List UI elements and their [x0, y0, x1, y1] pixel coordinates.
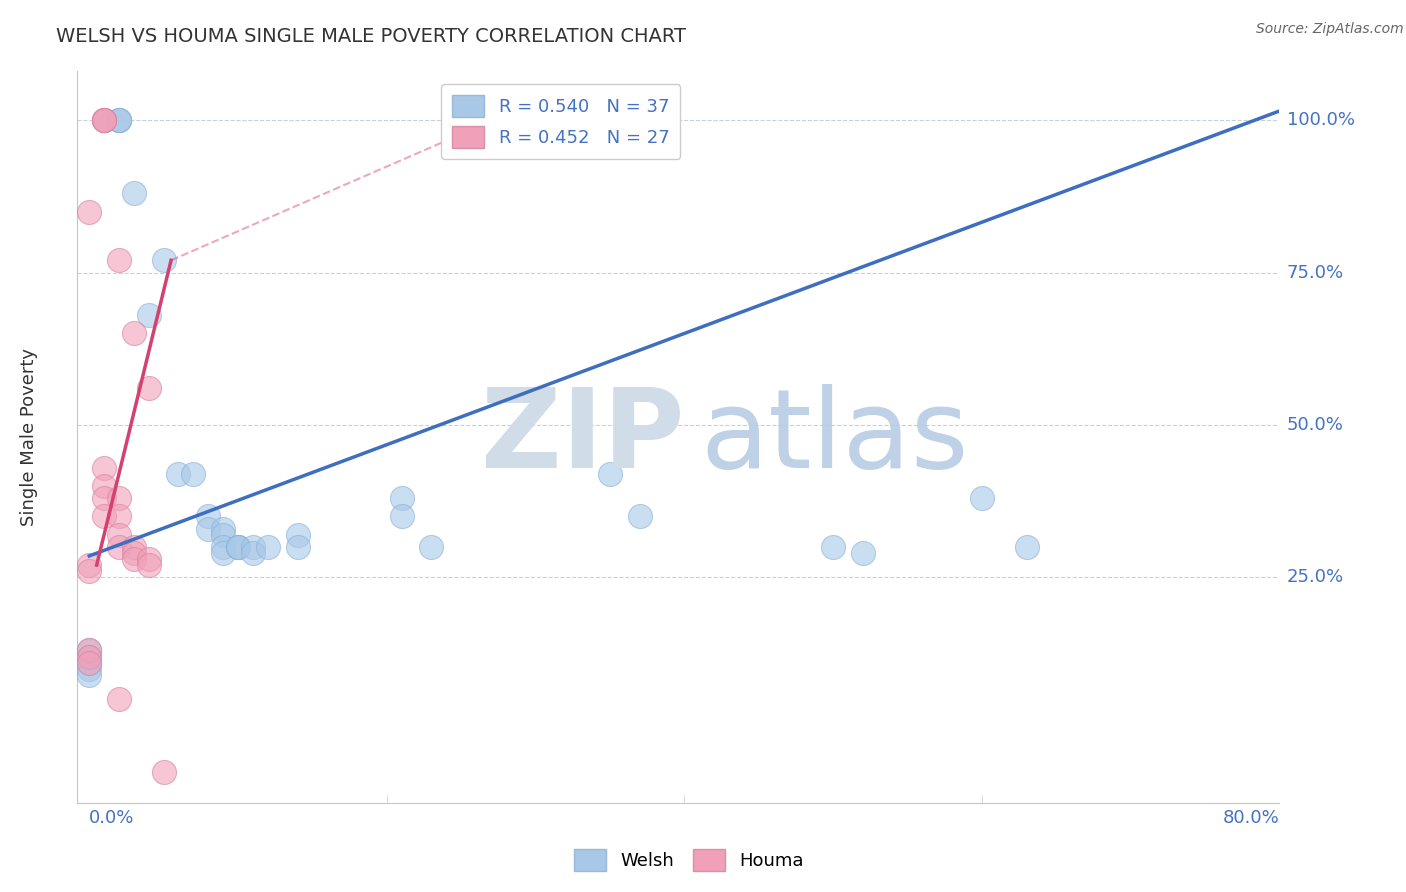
Point [256, 540, 278, 554]
Point [138, 381, 160, 395]
Text: Source: ZipAtlas.com: Source: ZipAtlas.com [1256, 22, 1403, 37]
Point [93, 509, 115, 524]
Point [226, 540, 249, 554]
Point [122, 326, 145, 341]
Point [108, 540, 131, 554]
Point [167, 467, 190, 481]
Point [93, 460, 115, 475]
Point [628, 509, 651, 524]
Point [183, 467, 205, 481]
Point [108, 113, 131, 128]
Point [77, 656, 100, 670]
Text: 100.0%: 100.0% [1286, 112, 1355, 129]
Text: 50.0%: 50.0% [1286, 416, 1344, 434]
Point [77, 204, 100, 219]
Text: ZIP: ZIP [481, 384, 683, 491]
Point [93, 113, 115, 128]
Point [226, 540, 249, 554]
Point [1015, 540, 1038, 554]
Point [93, 479, 115, 493]
Point [93, 113, 115, 128]
Point [138, 552, 160, 566]
Point [93, 491, 115, 505]
Point [122, 552, 145, 566]
Point [108, 509, 131, 524]
Point [108, 692, 131, 706]
Point [77, 643, 100, 657]
Text: 80.0%: 80.0% [1223, 809, 1279, 827]
Point [197, 509, 219, 524]
Point [77, 662, 100, 676]
Point [77, 649, 100, 664]
Point [852, 546, 875, 560]
Point [391, 509, 413, 524]
Point [108, 113, 131, 128]
Point [152, 765, 174, 780]
Point [242, 546, 264, 560]
Point [108, 253, 131, 268]
Text: 0.0%: 0.0% [89, 809, 135, 827]
Point [152, 253, 174, 268]
Point [212, 546, 235, 560]
Point [287, 540, 309, 554]
Point [226, 540, 249, 554]
Point [138, 558, 160, 573]
Point [77, 564, 100, 578]
Point [77, 558, 100, 573]
Point [197, 521, 219, 535]
Point [212, 521, 235, 535]
Point [420, 540, 443, 554]
Point [138, 308, 160, 322]
Point [242, 540, 264, 554]
Point [77, 649, 100, 664]
Point [108, 491, 131, 505]
Text: Single Male Poverty: Single Male Poverty [20, 348, 38, 526]
Point [108, 527, 131, 541]
Text: atlas: atlas [700, 384, 969, 491]
Point [212, 527, 235, 541]
Point [77, 643, 100, 657]
Legend: R = 0.540   N = 37, R = 0.452   N = 27: R = 0.540 N = 37, R = 0.452 N = 27 [441, 84, 681, 159]
Point [212, 540, 235, 554]
Point [823, 540, 845, 554]
Point [599, 467, 621, 481]
Point [77, 667, 100, 682]
Point [122, 546, 145, 560]
Legend: Welsh, Houma: Welsh, Houma [567, 842, 811, 879]
Point [122, 186, 145, 201]
Point [93, 113, 115, 128]
Text: 75.0%: 75.0% [1286, 263, 1344, 282]
Text: 25.0%: 25.0% [1286, 568, 1344, 586]
Text: WELSH VS HOUMA SINGLE MALE POVERTY CORRELATION CHART: WELSH VS HOUMA SINGLE MALE POVERTY CORRE… [56, 27, 686, 45]
Point [93, 113, 115, 128]
Point [108, 113, 131, 128]
Point [970, 491, 993, 505]
Point [77, 656, 100, 670]
Point [122, 540, 145, 554]
Point [287, 527, 309, 541]
Point [391, 491, 413, 505]
